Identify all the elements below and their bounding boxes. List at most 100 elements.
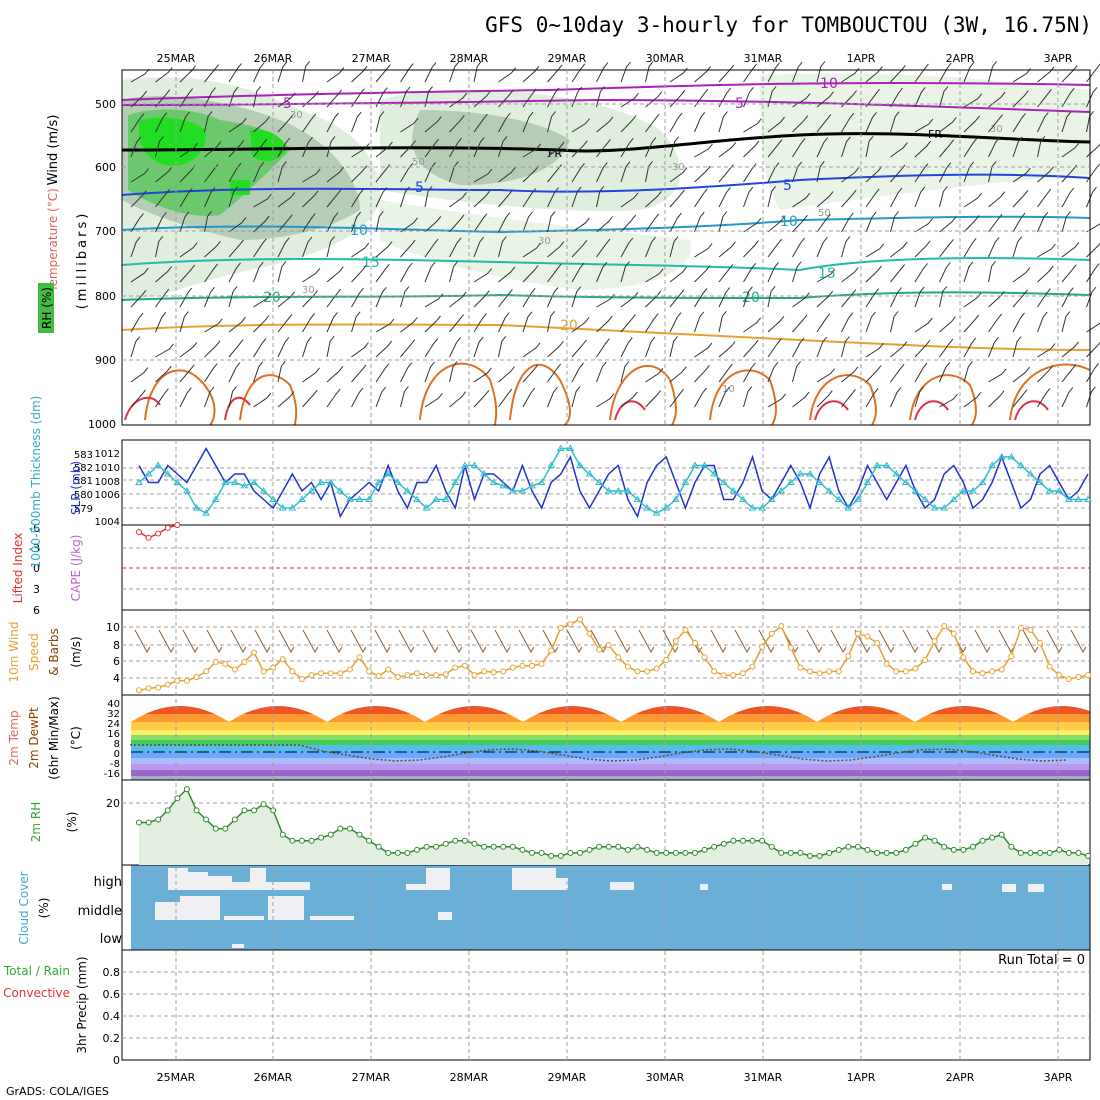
wind-barb [277, 192, 296, 208]
wind-barb [1012, 113, 1026, 133]
wind-barb [963, 61, 975, 83]
wind-barb [473, 91, 491, 108]
wind-barb [1037, 211, 1049, 233]
wind-barb [547, 111, 556, 133]
wind-barb [767, 338, 782, 358]
wind-barb [277, 92, 296, 108]
wind-speed-point [557, 624, 564, 631]
wind-barb [890, 142, 908, 158]
wind-barb [914, 118, 934, 133]
wind-barb [645, 61, 654, 83]
wind-speed-point [586, 630, 593, 637]
wind-speed-point [519, 662, 526, 669]
axis-label-barbs: & Barbs [47, 628, 61, 676]
wind-barb [204, 210, 212, 233]
wind-barb [963, 237, 977, 258]
wind-barb [694, 143, 713, 158]
wind-barb [228, 386, 237, 408]
wind-barb [1037, 365, 1054, 383]
wind-speed-point [212, 658, 219, 665]
wind-barb [424, 293, 444, 308]
wind-barb [718, 341, 736, 358]
wind-speed-point [969, 668, 976, 675]
wind-barb [326, 365, 344, 383]
wind-barb [988, 260, 996, 283]
wind-barb [253, 62, 265, 83]
wind-barb [620, 337, 633, 358]
wind-barb [914, 163, 929, 183]
wind-barb [1061, 111, 1072, 133]
wind-barb [939, 316, 956, 333]
rh-point [1065, 849, 1072, 856]
tick-label: 40 [107, 699, 120, 710]
wind-barb [449, 391, 467, 408]
wind-barb-10m [134, 629, 151, 654]
wind-barb [326, 388, 341, 408]
wind-speed-point [356, 654, 363, 661]
axis-label-ms: (m/s) [69, 636, 83, 667]
wind-barb-10m [542, 629, 559, 654]
wind-barb [988, 213, 1003, 233]
thickness-point [298, 495, 306, 502]
wind-barb [988, 368, 1007, 383]
tick-label: 0.6 [103, 988, 121, 1001]
wind-barb [767, 216, 785, 233]
wind-barb [375, 318, 395, 333]
wind-barb [914, 186, 926, 208]
wind-barb [449, 214, 465, 233]
contour-label: 20 [263, 290, 281, 306]
wind-barb [914, 263, 928, 283]
wind-barb [718, 187, 731, 208]
wind-barb [424, 138, 439, 158]
wind-barb [400, 86, 411, 108]
rh-point [787, 849, 794, 856]
wind-barb [253, 161, 265, 183]
wind-barb [1012, 312, 1025, 333]
wind-barb [718, 111, 728, 133]
wind-barb [963, 215, 980, 233]
wind-speed-point [318, 670, 325, 677]
wind-speed-point [672, 638, 679, 645]
wind-speed-point [691, 640, 698, 647]
wind-barb [522, 111, 534, 133]
axis-label-2m-temp: 2m Temp [7, 710, 21, 765]
wind-barb [375, 363, 390, 383]
wind-barb [767, 86, 777, 108]
wind-barb [767, 262, 779, 283]
rh-point [835, 846, 842, 853]
wind-barb [155, 136, 164, 158]
wind-barb-10m [710, 629, 727, 654]
wind-speed-point [854, 630, 861, 637]
rh-point [136, 819, 142, 826]
rh-point [711, 843, 718, 850]
wind-barb [767, 139, 783, 158]
wind-barb [939, 393, 958, 408]
axis-label-total-rain: Total / Rain [3, 964, 70, 978]
thickness-point [997, 453, 1006, 460]
wind-speed-point [730, 672, 737, 679]
wind-barb [571, 317, 590, 333]
rh-point [634, 843, 641, 850]
wind-speed-point [481, 668, 488, 675]
wind-barb [204, 163, 219, 183]
wind-barb [473, 136, 485, 158]
thickness-point [393, 478, 402, 485]
wind-barb [816, 336, 828, 358]
wind-barb [792, 337, 805, 358]
wind-barb-10m [926, 629, 943, 654]
wind-barb [865, 188, 880, 208]
wind-barb [130, 190, 147, 208]
wind-barb [400, 239, 416, 258]
axis-label-6hr: (6hr Min/Max) [47, 696, 61, 780]
wind-barb [718, 310, 727, 333]
wind-barb [767, 116, 785, 133]
axis-label-3hr-precip: 3hr Precip (mm) [75, 956, 89, 1053]
wind-barb [473, 336, 484, 358]
wind-barb [277, 314, 293, 333]
wind-barb [890, 87, 903, 108]
wind-barb-10m [446, 629, 463, 654]
rh-point [672, 849, 679, 856]
wind-speed-line [138, 618, 1089, 692]
wind-barb [914, 140, 932, 158]
wind-barb [1061, 142, 1080, 158]
